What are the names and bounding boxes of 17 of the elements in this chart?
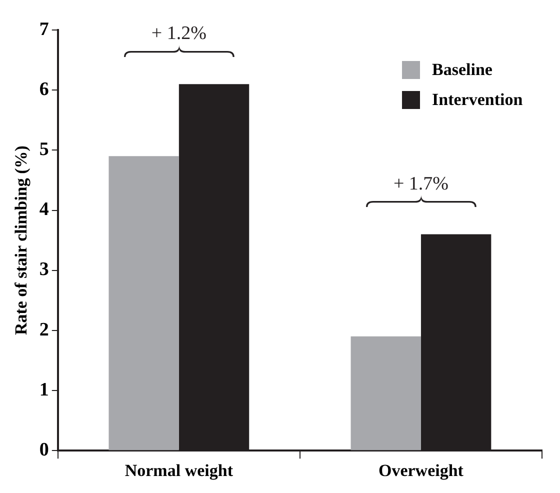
x-tick-label: Normal weight [124, 461, 234, 480]
y-tick-label: 2 [39, 319, 49, 340]
y-tick-label: 7 [39, 18, 50, 40]
bar [350, 336, 421, 450]
y-tick-label: 1 [39, 379, 49, 400]
annotation: + 1.7% [393, 173, 449, 194]
y-axis-title: Rate of stair climbing (%) [12, 146, 31, 336]
bar [108, 156, 179, 450]
y-tick-label: 4 [39, 199, 50, 220]
y-tick-label: 5 [39, 139, 49, 160]
y-tick-label: 3 [39, 259, 49, 280]
y-tick-label: 6 [39, 78, 49, 100]
x-tick-label: Overweight [378, 461, 464, 480]
y-tick-label: 0 [39, 440, 49, 461]
legend-label: Baseline [432, 59, 492, 81]
annotation: + 1.2% [151, 23, 207, 44]
legend-label: Intervention [432, 89, 523, 111]
